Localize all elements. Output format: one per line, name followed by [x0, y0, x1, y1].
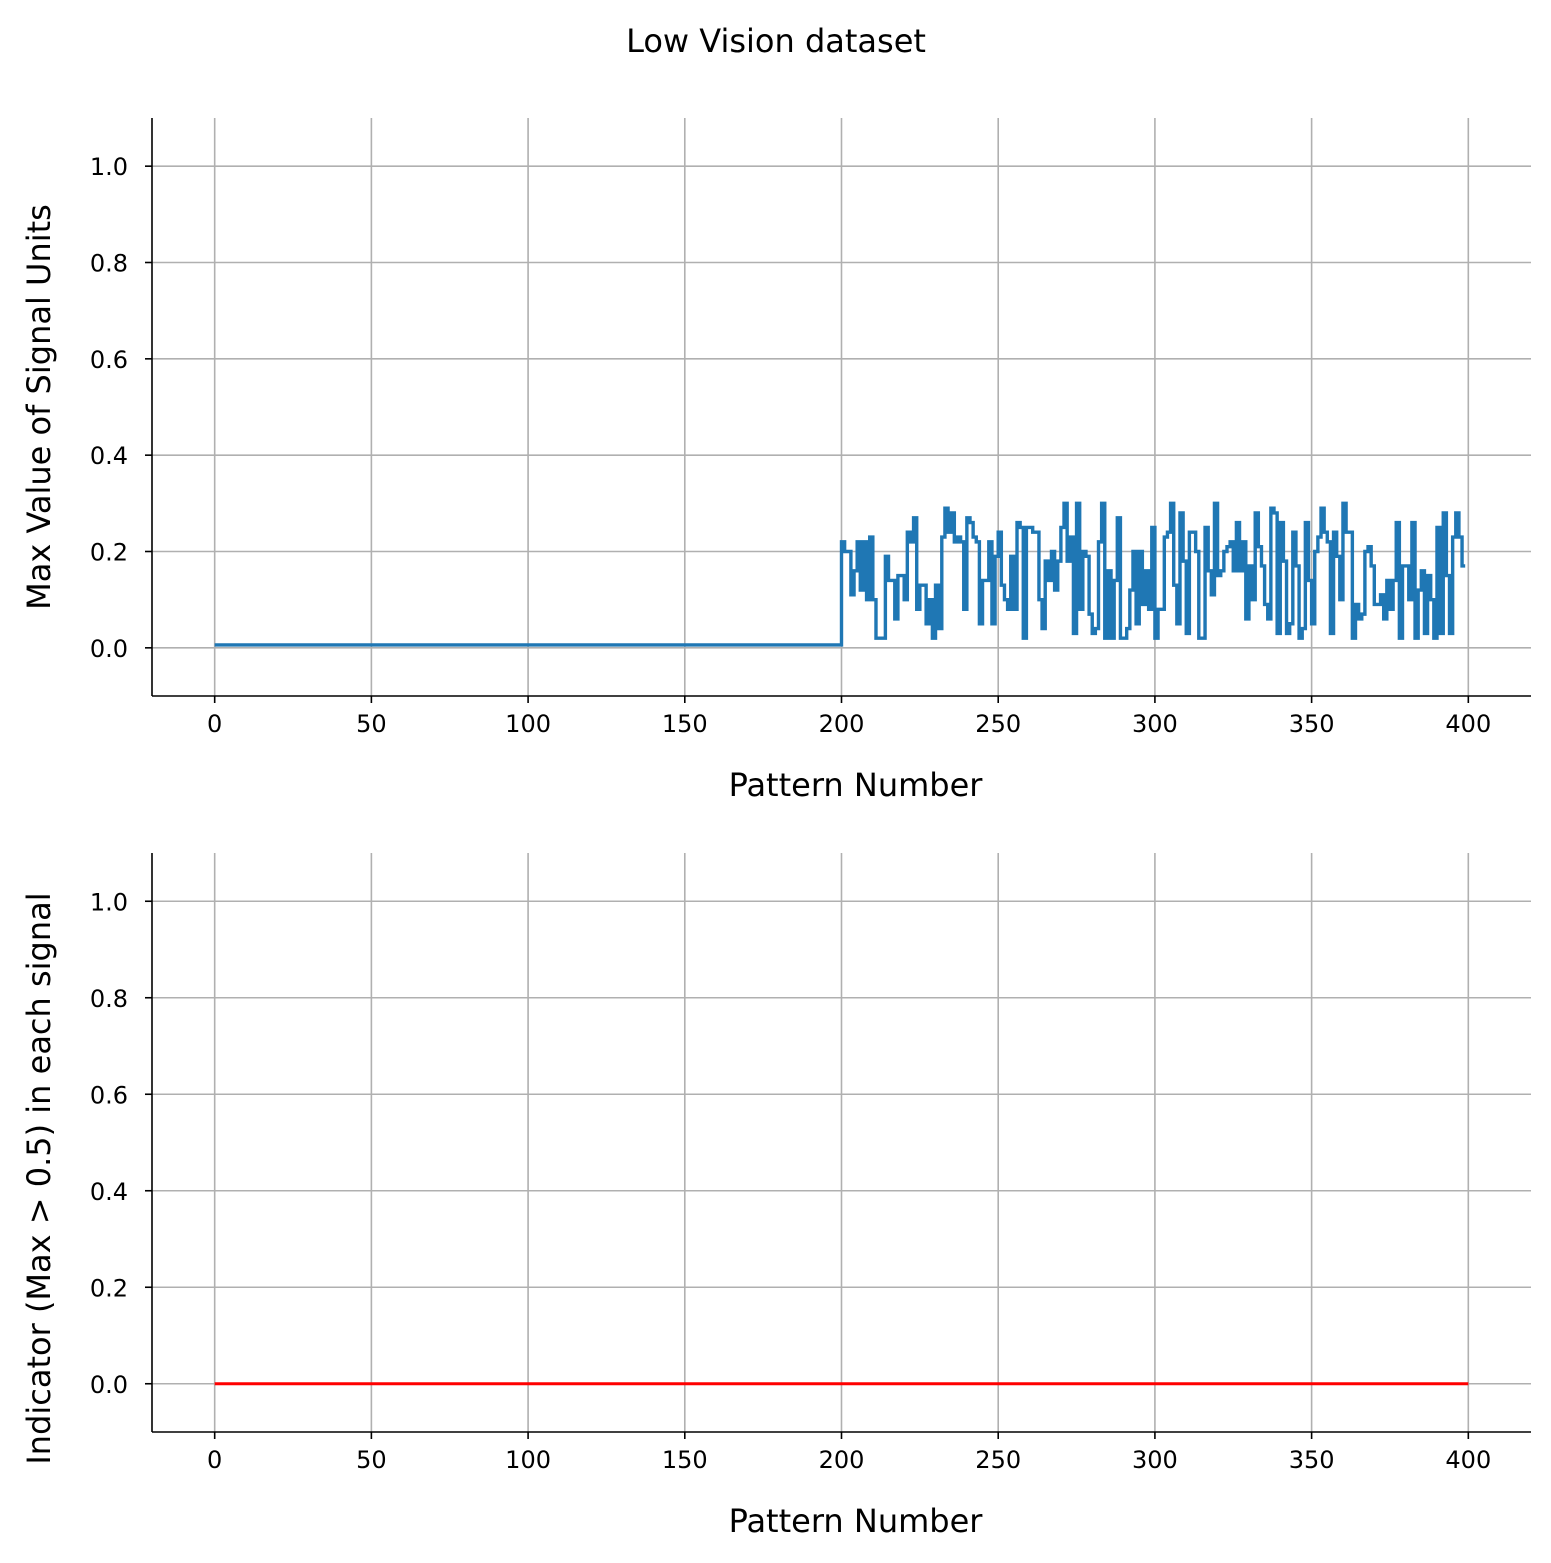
bottom-x-tick-label: 100 [505, 1446, 551, 1474]
bottom-y-tick-label: 0.4 [90, 1178, 128, 1206]
bottom-y-tick-label: 0.0 [90, 1371, 128, 1399]
bottom-axes: 0 50 100 150 200 250 300 350 400 0.0 0.2 0.4 0.6 0.8 1… [90, 853, 1531, 1474]
top-y-tick-label: 0.4 [90, 442, 128, 470]
figure-title: Low Vision dataset [626, 22, 926, 60]
bottom-x-tick-label: 400 [1445, 1446, 1491, 1474]
top-x-tick-label: 250 [975, 710, 1021, 738]
top-x-tick-label: 200 [819, 710, 865, 738]
bottom-x-tick-label: 250 [975, 1446, 1021, 1474]
bottom-x-axis-label: Pattern Number [729, 1502, 984, 1540]
bottom-x-tick-label: 50 [356, 1446, 387, 1474]
top-grid [152, 118, 1531, 696]
top-series-line [214, 501, 1466, 647]
bottom-y-tick-label: 1.0 [90, 888, 128, 916]
top-y-tick-label: 0.0 [90, 635, 128, 663]
top-y-tick-label: 0.8 [90, 250, 128, 278]
top-x-axis-label: Pattern Number [729, 766, 984, 804]
bottom-y-axis-label: Indicator (Max > 0.5) in each signal [20, 892, 58, 1464]
bottom-y-tick-label: 0.8 [90, 985, 128, 1013]
bottom-x-tick-label: 200 [819, 1446, 865, 1474]
top-x-tick-label: 150 [662, 710, 708, 738]
top-y-tick-label: 0.2 [90, 539, 128, 567]
bottom-y-tick-label: 0.6 [90, 1081, 128, 1109]
bottom-x-tick-label: 0 [207, 1446, 222, 1474]
top-axes: 0 50 100 150 200 250 300 350 400 0.0 0.2 0.4 0.6 0.8 1… [90, 118, 1531, 738]
bottom-y-tick-label: 0.2 [90, 1274, 128, 1302]
top-x-tick-label: 400 [1445, 710, 1491, 738]
bottom-grid [152, 853, 1531, 1432]
top-x-tick-label: 350 [1289, 710, 1335, 738]
bottom-x-tick-label: 300 [1132, 1446, 1178, 1474]
top-x-tick-label: 0 [207, 710, 222, 738]
top-y-tick-label: 1.0 [90, 153, 128, 181]
top-y-tick-label: 0.6 [90, 346, 128, 374]
top-series [214, 501, 1466, 647]
bottom-panel: 0 50 100 150 200 250 300 350 400 0.0 0.2 0.4 0.6 0.8 1… [20, 853, 1531, 1540]
top-x-tick-label: 50 [356, 710, 387, 738]
bottom-x-tick-label: 150 [662, 1446, 708, 1474]
bottom-x-tick-label: 350 [1289, 1446, 1335, 1474]
top-panel: 0 50 100 150 200 250 300 350 400 0.0 0.2 0.4 0.6 0.8 1… [20, 118, 1531, 804]
top-x-tick-label: 100 [505, 710, 551, 738]
top-x-tick-label: 300 [1132, 710, 1178, 738]
top-y-axis-label: Max Value of Signal Units [20, 204, 58, 610]
